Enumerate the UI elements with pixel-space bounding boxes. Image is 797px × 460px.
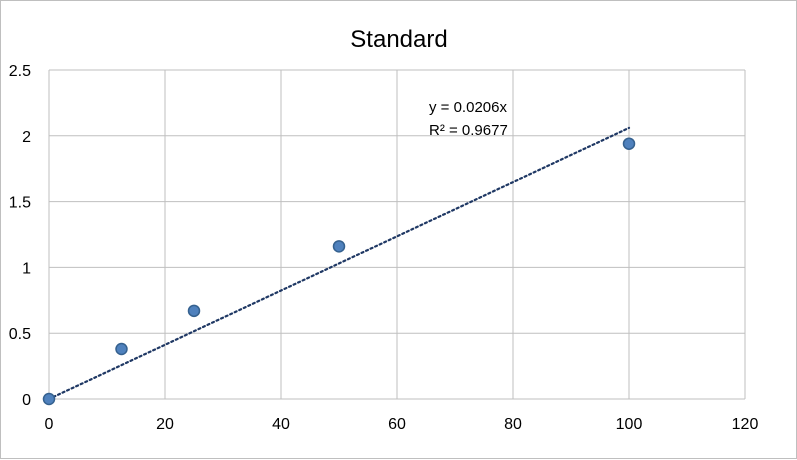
x-tick-label: 100: [616, 416, 643, 433]
data-points: [42, 137, 636, 406]
data-point: [42, 392, 56, 406]
data-point: [187, 304, 201, 318]
y-tick-label: 1: [22, 260, 31, 277]
trendline-layer: [47, 126, 631, 401]
trendline-equation: y = 0.0206x: [429, 99, 507, 116]
trendline: [47, 126, 631, 401]
trendline-r-squared: R² = 0.9677: [429, 122, 508, 139]
x-tick-label: 120: [732, 416, 759, 433]
chart-title: Standard: [350, 26, 447, 53]
data-point: [332, 240, 346, 253]
x-tick-label: 80: [504, 416, 522, 433]
x-tick-label: 20: [156, 416, 174, 433]
x-tick-label: 60: [388, 416, 406, 433]
gridlines: [49, 69, 746, 399]
tick-labels: 0 20 40 60 80 100 120 0 0.5 1 1.5 2 2.5: [9, 63, 759, 433]
x-tick-label: 40: [272, 416, 290, 433]
y-tick-label: 0.5: [9, 326, 31, 343]
data-point: [622, 137, 636, 150]
y-tick-label: 2: [22, 129, 31, 146]
x-tick-label: 0: [45, 416, 54, 433]
data-point: [115, 342, 128, 356]
axes: [48, 70, 745, 400]
y-tick-label: 2.5: [9, 63, 31, 80]
y-tick-label: 0: [22, 392, 31, 409]
y-tick-label: 1.5: [9, 195, 31, 212]
